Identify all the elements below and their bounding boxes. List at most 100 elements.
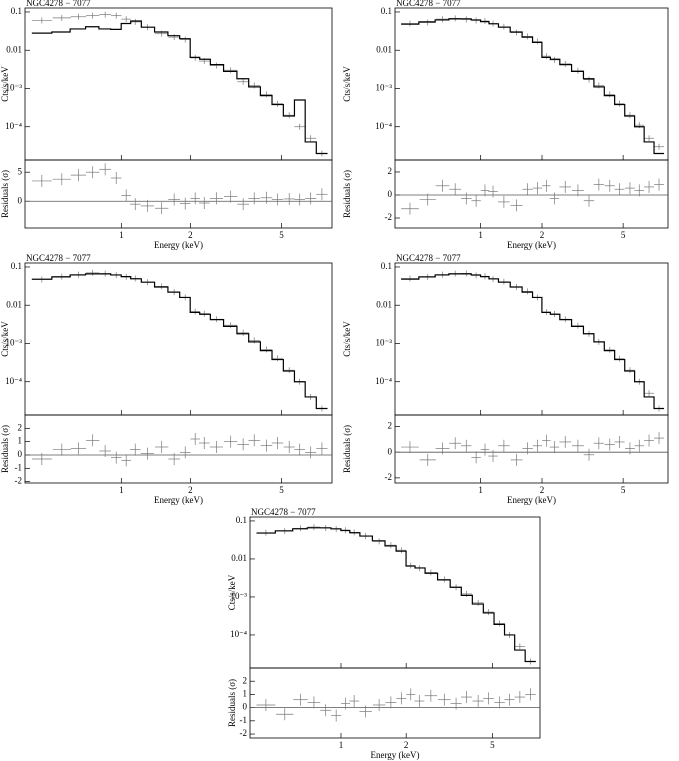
data-point	[532, 38, 543, 45]
residual-point	[99, 445, 112, 457]
residual-point	[140, 199, 155, 212]
data-point	[461, 590, 473, 597]
residual-point	[471, 451, 481, 464]
residual-point	[542, 179, 551, 192]
x-axis-label: Energy (keV)	[154, 495, 203, 505]
residual-point	[514, 691, 526, 704]
residual-point	[31, 174, 52, 187]
y-tick-label: 5	[18, 166, 23, 176]
x-tick-label: 1	[478, 230, 483, 240]
residual-frame	[394, 414, 669, 484]
residual-point	[52, 173, 71, 186]
residual-point	[190, 433, 200, 445]
y-tick-label: 10⁻⁴	[375, 376, 392, 386]
panel-title: NGC4278 − 7077	[396, 0, 461, 8]
residual-point	[450, 697, 462, 710]
data-point	[86, 269, 100, 276]
data-point	[483, 609, 494, 616]
y-tick-label: 0.1	[381, 6, 392, 16]
residual-point	[209, 192, 224, 205]
data-point	[121, 16, 131, 23]
y-tick-label: 2	[388, 421, 393, 431]
y-axis-label: Residuals (σ)	[227, 679, 237, 727]
data-point	[271, 100, 284, 107]
residual-point	[70, 442, 87, 455]
residual-point	[571, 184, 584, 197]
residual-point	[593, 437, 605, 450]
data-point	[644, 135, 654, 142]
y-tick-label: 0	[18, 449, 23, 459]
residual-point	[305, 446, 317, 459]
y-tick-label: 0.01	[376, 299, 392, 309]
residual-point	[593, 178, 605, 191]
x-tick-label: 1	[119, 485, 124, 495]
residual-point	[437, 693, 451, 706]
residual-point	[168, 193, 181, 206]
residual-point	[549, 441, 560, 454]
residual-point	[419, 453, 436, 466]
residual-point	[525, 688, 536, 701]
residual-point	[271, 437, 284, 449]
panel-title: NGC4278 − 7077	[251, 507, 316, 517]
data-point	[248, 82, 261, 89]
x-tick-label: 1	[478, 485, 483, 495]
residual-point	[559, 180, 572, 193]
x-tick-label: 2	[188, 485, 193, 495]
y-tick-label: -2	[15, 476, 23, 486]
y-axis-label: Cts/s/keV	[342, 66, 352, 102]
residual-point	[532, 439, 543, 452]
residual-point	[644, 434, 654, 447]
residual-point	[237, 438, 250, 451]
residual-point	[604, 179, 615, 192]
residual-point	[583, 448, 595, 461]
spectrum-frame	[24, 7, 333, 161]
residual-point	[248, 434, 261, 447]
residual-point	[110, 172, 122, 185]
residual-point	[52, 443, 71, 456]
residual-point	[549, 192, 560, 205]
residual-point	[283, 441, 295, 453]
data-point	[260, 91, 273, 98]
residual-point	[307, 696, 321, 709]
data-point	[424, 569, 438, 576]
y-tick-label: 10⁻³	[376, 338, 393, 348]
residual-point	[320, 704, 332, 717]
residual-point	[341, 697, 351, 710]
residual-point	[129, 198, 141, 211]
data-point	[559, 60, 572, 67]
x-axis-label: Energy (keV)	[507, 240, 556, 250]
residual-point	[155, 202, 169, 215]
spectrum-frame	[394, 262, 669, 416]
data-point	[248, 337, 261, 344]
residual-point	[634, 439, 645, 452]
residual-point	[480, 443, 490, 456]
residual-point	[237, 198, 250, 211]
residual-point	[480, 184, 490, 197]
data-point	[419, 19, 436, 26]
data-point	[522, 288, 533, 295]
data-point	[283, 112, 295, 119]
residual-point	[461, 439, 472, 452]
data-point	[209, 62, 224, 69]
data-point	[654, 143, 665, 150]
x-tick-label: 5	[279, 485, 284, 495]
residual-point	[168, 453, 181, 465]
data-point	[522, 33, 533, 40]
data-point	[305, 135, 317, 142]
residual-point	[532, 182, 543, 195]
residual-point	[305, 192, 317, 205]
spectrum-frame	[249, 516, 541, 669]
residual-point	[224, 435, 238, 448]
data-point	[385, 542, 397, 549]
residual-point	[70, 169, 87, 182]
residual-point	[248, 192, 261, 205]
residual-point	[504, 693, 515, 706]
residual-point	[435, 442, 450, 455]
data-point	[260, 346, 273, 353]
y-tick-label: 10⁻⁴	[375, 121, 392, 131]
residual-point	[179, 446, 191, 459]
data-point	[190, 308, 200, 315]
residual-point	[471, 194, 481, 207]
x-axis-label: Energy (keV)	[507, 495, 556, 505]
